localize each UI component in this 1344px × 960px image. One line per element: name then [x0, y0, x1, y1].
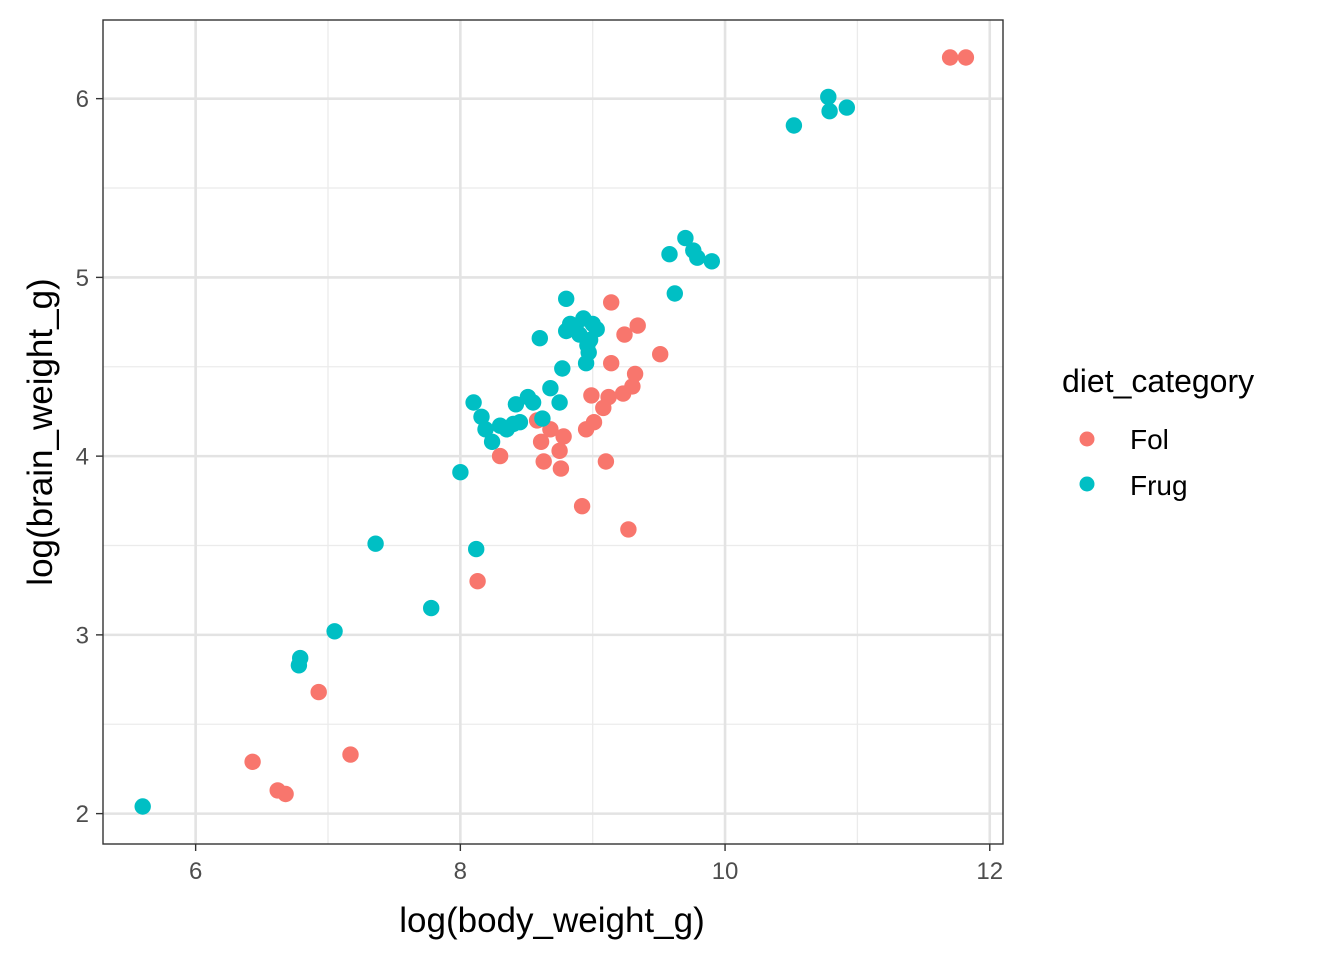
- y-tick-label: 3: [76, 622, 89, 649]
- point-fol: [532, 433, 550, 450]
- point-fol: [342, 746, 359, 763]
- point-fol: [597, 453, 615, 470]
- point-frug: [821, 103, 838, 120]
- point-fol: [585, 414, 603, 431]
- legend-label-frug: Frug: [1130, 470, 1188, 501]
- legend-title: diet_category: [1062, 363, 1254, 399]
- point-frug: [666, 285, 683, 302]
- point-frug: [477, 421, 494, 438]
- legend: diet_category Fol Frug: [1062, 363, 1254, 501]
- point-frug: [423, 599, 440, 617]
- y-tick-label: 4: [76, 444, 89, 471]
- x-tick-label: 6: [189, 858, 202, 885]
- point-frug: [554, 360, 571, 377]
- point-fol: [552, 460, 570, 477]
- point-fol: [535, 453, 552, 470]
- major-gridlines: [103, 20, 1003, 844]
- point-frug: [689, 249, 706, 266]
- y-tick-label: 5: [76, 265, 89, 292]
- point-fol: [277, 785, 294, 803]
- point-fol: [491, 447, 509, 465]
- point-fol: [600, 388, 617, 406]
- point-fol: [603, 294, 620, 311]
- x-tick-label: 8: [454, 858, 467, 885]
- point-frug: [677, 229, 694, 247]
- point-frug: [785, 117, 803, 134]
- point-frug: [558, 290, 575, 307]
- point-frug: [367, 535, 384, 552]
- point-frug: [703, 253, 720, 270]
- point-fol: [603, 355, 620, 372]
- point-fol: [624, 378, 641, 395]
- x-axis-title: log(body_weight_g): [399, 901, 704, 940]
- point-frug: [531, 330, 548, 347]
- point-fol: [573, 498, 591, 515]
- point-frug: [661, 246, 678, 263]
- point-frug: [483, 433, 501, 450]
- point-frug: [134, 798, 151, 815]
- point-frug: [468, 540, 485, 558]
- point-frug: [551, 394, 568, 411]
- point-frug: [507, 396, 525, 413]
- point-frug: [326, 623, 343, 640]
- point-fol: [941, 49, 959, 66]
- point-frug: [465, 394, 482, 411]
- point-fol: [626, 365, 644, 383]
- legend-label-fol: Fol: [1130, 424, 1169, 455]
- point-fol: [583, 387, 600, 404]
- panel-border: [102, 19, 1004, 845]
- x-tick-label: 12: [976, 858, 1003, 885]
- x-tick-label: 10: [712, 858, 739, 885]
- point-frug: [534, 410, 551, 427]
- y-tick-label: 6: [76, 86, 89, 113]
- point-frug: [473, 408, 490, 425]
- point-fol: [310, 683, 327, 701]
- legend-key-frug: [1079, 476, 1095, 492]
- data-points: [134, 49, 975, 815]
- x-axis: 6 8 10 12: [189, 844, 1003, 885]
- point-frug: [452, 464, 469, 481]
- point-frug: [542, 380, 559, 397]
- point-frug: [580, 344, 597, 361]
- point-frug: [838, 99, 855, 116]
- point-fol: [469, 573, 486, 590]
- point-fol: [551, 442, 568, 459]
- point-frug: [524, 394, 542, 411]
- point-frug: [511, 414, 529, 431]
- point-fol: [616, 326, 633, 343]
- point-fol: [629, 317, 646, 334]
- legend-key-fol: [1079, 431, 1095, 447]
- y-axis: 2 3 4 5 6: [76, 86, 103, 828]
- point-fol: [652, 346, 669, 363]
- point-frug: [820, 88, 837, 106]
- y-axis-title: log(brain_weight_g): [21, 278, 60, 585]
- y-tick-label: 2: [76, 801, 89, 828]
- point-frug: [292, 649, 309, 667]
- point-fol: [244, 753, 261, 770]
- point-fol: [555, 428, 572, 445]
- point-fol: [957, 49, 975, 66]
- point-frug: [588, 321, 605, 338]
- point-fol: [620, 521, 637, 538]
